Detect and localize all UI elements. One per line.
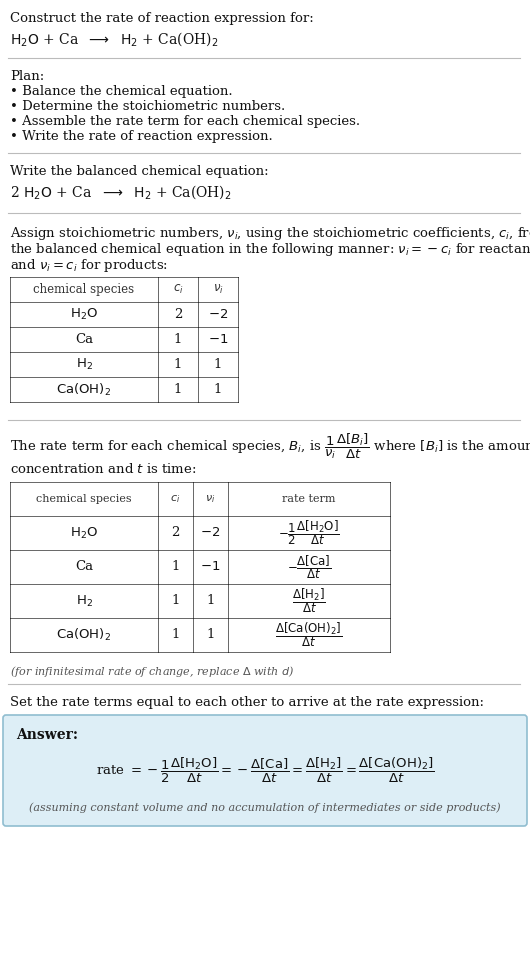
Text: 2: 2 [174, 308, 182, 321]
Text: the balanced chemical equation in the following manner: $\nu_i = -c_i$ for react: the balanced chemical equation in the fo… [10, 241, 530, 258]
Text: rate term: rate term [282, 494, 335, 504]
Text: 2 $\mathrm{H_2O}$ + Ca  $\longrightarrow$  $\mathrm{H_2}$ + Ca(OH)$_2$: 2 $\mathrm{H_2O}$ + Ca $\longrightarrow$… [10, 183, 232, 201]
Text: 1: 1 [214, 383, 222, 396]
Text: chemical species: chemical species [33, 283, 135, 296]
Text: $\mathrm{H_2}$: $\mathrm{H_2}$ [75, 593, 93, 609]
Text: 1: 1 [206, 629, 215, 641]
Text: 1: 1 [171, 560, 180, 574]
Text: 1: 1 [171, 629, 180, 641]
Text: $c_i$: $c_i$ [170, 493, 181, 505]
Text: $\dfrac{\Delta[\mathrm{Ca(OH)_2}]}{\Delta t}$: $\dfrac{\Delta[\mathrm{Ca(OH)_2}]}{\Delt… [275, 621, 343, 649]
Text: (for infinitesimal rate of change, replace $\Delta$ with $d$): (for infinitesimal rate of change, repla… [10, 664, 295, 679]
Text: $\mathrm{H_2O}$: $\mathrm{H_2O}$ [70, 306, 98, 322]
Text: $\mathrm{H_2O}$: $\mathrm{H_2O}$ [70, 525, 98, 541]
Text: • Assemble the rate term for each chemical species.: • Assemble the rate term for each chemic… [10, 115, 360, 128]
Text: (assuming constant volume and no accumulation of intermediates or side products): (assuming constant volume and no accumul… [29, 802, 501, 813]
Text: rate $= -\dfrac{1}{2}\dfrac{\Delta[\mathrm{H_2O}]}{\Delta t} = -\dfrac{\Delta[\m: rate $= -\dfrac{1}{2}\dfrac{\Delta[\math… [95, 755, 435, 785]
Text: $\dfrac{\Delta[\mathrm{H_2}]}{\Delta t}$: $\dfrac{\Delta[\mathrm{H_2}]}{\Delta t}$ [292, 587, 326, 616]
Text: $\mathrm{H_2}$: $\mathrm{H_2}$ [75, 357, 93, 372]
Text: chemical species: chemical species [36, 494, 132, 504]
Text: $c_i$: $c_i$ [173, 283, 183, 296]
Text: $\nu_i$: $\nu_i$ [205, 493, 216, 505]
Text: $\mathrm{Ca(OH)_2}$: $\mathrm{Ca(OH)_2}$ [56, 627, 112, 643]
Text: 1: 1 [206, 594, 215, 607]
Text: and $\nu_i = c_i$ for products:: and $\nu_i = c_i$ for products: [10, 257, 168, 274]
Text: 1: 1 [174, 333, 182, 346]
Text: $-\dfrac{\Delta[\mathrm{Ca}]}{\Delta t}$: $-\dfrac{\Delta[\mathrm{Ca}]}{\Delta t}$ [287, 553, 331, 581]
Text: 1: 1 [171, 594, 180, 607]
Text: 1: 1 [174, 358, 182, 371]
Text: • Determine the stoichiometric numbers.: • Determine the stoichiometric numbers. [10, 100, 285, 113]
Text: $-1$: $-1$ [208, 333, 228, 346]
Text: 1: 1 [174, 383, 182, 396]
Text: The rate term for each chemical species, $B_i$, is $\dfrac{1}{\nu_i}\dfrac{\Delt: The rate term for each chemical species,… [10, 432, 530, 462]
Text: $\nu_i$: $\nu_i$ [213, 283, 224, 296]
Text: Ca: Ca [75, 560, 93, 574]
Text: • Balance the chemical equation.: • Balance the chemical equation. [10, 85, 233, 98]
Text: $\mathrm{Ca(OH)_2}$: $\mathrm{Ca(OH)_2}$ [56, 382, 112, 397]
Text: $-\dfrac{1}{2}\dfrac{\Delta[\mathrm{H_2O}]}{\Delta t}$: $-\dfrac{1}{2}\dfrac{\Delta[\mathrm{H_2O… [278, 518, 340, 548]
Text: 1: 1 [214, 358, 222, 371]
Text: Construct the rate of reaction expression for:: Construct the rate of reaction expressio… [10, 12, 314, 25]
Text: Write the balanced chemical equation:: Write the balanced chemical equation: [10, 165, 269, 178]
Text: $\mathrm{H_2O}$ + Ca  $\longrightarrow$  $\mathrm{H_2}$ + Ca(OH)$_2$: $\mathrm{H_2O}$ + Ca $\longrightarrow$ $… [10, 30, 218, 48]
Text: 2: 2 [171, 526, 180, 540]
Text: • Write the rate of reaction expression.: • Write the rate of reaction expression. [10, 130, 273, 143]
Text: Set the rate terms equal to each other to arrive at the rate expression:: Set the rate terms equal to each other t… [10, 696, 484, 709]
FancyBboxPatch shape [3, 715, 527, 826]
Text: Answer:: Answer: [16, 728, 78, 742]
Text: $-1$: $-1$ [200, 560, 220, 574]
Text: $-2$: $-2$ [200, 526, 220, 540]
Text: Assign stoichiometric numbers, $\nu_i$, using the stoichiometric coefficients, $: Assign stoichiometric numbers, $\nu_i$, … [10, 225, 530, 242]
Text: concentration and $t$ is time:: concentration and $t$ is time: [10, 462, 197, 476]
Text: Plan:: Plan: [10, 70, 44, 83]
Text: $-2$: $-2$ [208, 308, 228, 321]
Text: Ca: Ca [75, 333, 93, 346]
